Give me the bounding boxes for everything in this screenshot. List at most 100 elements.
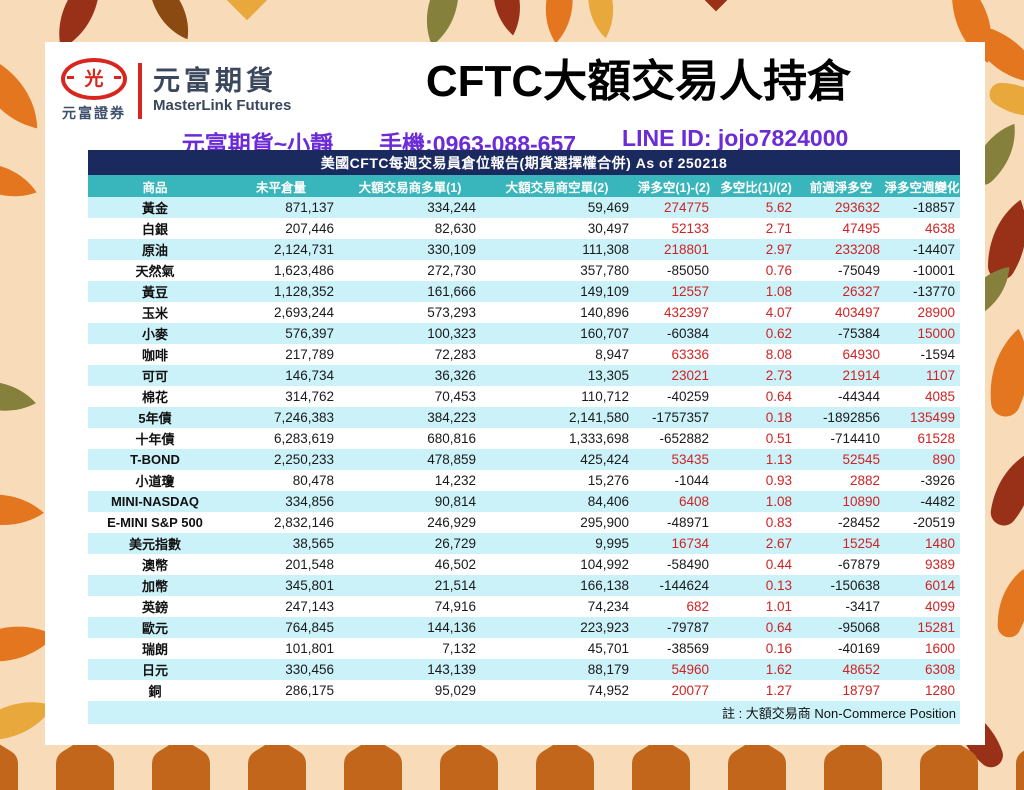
cell-product: 日元 (141, 663, 168, 678)
autumn-leaf-icon (987, 199, 1024, 280)
cell-value: 1480 (924, 536, 956, 551)
cell-value: -28452 (837, 515, 880, 530)
cell-value: 1,333,698 (568, 431, 629, 446)
table-row: 澳幣 201,548 46,502 104,992 -58490 0.44 -67879 93… (88, 554, 961, 575)
cell-value: 2882 (849, 473, 880, 488)
cell-value: 295,900 (580, 515, 629, 530)
cell-value: 15254 (842, 536, 880, 551)
column-header-row: 商品 未平倉量 大額交易商多單(1) 大額交易商空單(2) 淨多空(1)-(2) 多空比(… (88, 175, 961, 197)
arch-shape (920, 740, 978, 790)
cell-value: 15281 (917, 620, 956, 635)
cell-value: 2,250,233 (273, 452, 334, 467)
cell-value: 2.67 (765, 536, 792, 551)
cell-value: 1107 (926, 368, 956, 383)
cell-value: 90,814 (434, 494, 476, 509)
cell-value: 140,896 (580, 305, 629, 320)
brand-name-cn: 元富期貨 (153, 66, 277, 97)
cell-value: 26,729 (434, 536, 476, 551)
cell-value: -75384 (837, 326, 880, 341)
autumn-leaf-icon (0, 162, 37, 197)
cell-value: 28900 (917, 305, 956, 320)
cell-value: 207,446 (285, 221, 334, 236)
cell-value: 52545 (842, 452, 880, 467)
cell-value: 26327 (842, 284, 880, 299)
table-row: 小道瓊 80,478 14,232 15,276 -1044 0.93 2882 -3926 (88, 470, 961, 491)
autumn-leaf-icon (990, 451, 1024, 526)
cell-value: -1044 (674, 473, 709, 488)
cell-value: 48652 (842, 662, 880, 677)
cell-value: 64930 (842, 347, 880, 362)
cell-value: -79787 (666, 620, 709, 635)
cell-value: 6408 (678, 494, 709, 509)
cell-value: 4085 (924, 389, 956, 404)
cell-value: 15,276 (587, 473, 629, 488)
table-row: 棉花 314,762 70,453 110,712 -40259 0.64 -44344 40… (88, 386, 961, 407)
cell-value: -20519 (912, 515, 956, 530)
table-row: 原油 2,124,731 330,109 111,308 218801 2.97 23320… (88, 239, 961, 260)
logo-mark-column: 光 元富證券 (61, 58, 127, 123)
cell-value: 0.16 (765, 641, 792, 656)
cell-value: 247,143 (285, 599, 334, 614)
cell-product: 原油 (141, 243, 168, 258)
cell-value: 8.08 (765, 347, 792, 362)
cell-value: 166,138 (580, 578, 629, 593)
cell-product: 美元指數 (128, 537, 181, 552)
cell-value: 160,707 (580, 326, 629, 341)
cell-value: 217,789 (285, 347, 334, 362)
cell-value: 12557 (671, 284, 709, 299)
autumn-leaf-icon (588, 0, 614, 39)
autumn-leaf-icon (990, 328, 1024, 417)
cell-value: 45,701 (587, 641, 629, 656)
table-row: 歐元 764,845 144,136 223,923 -79787 0.64 -95068 1… (88, 617, 961, 638)
cell-value: 0.62 (765, 326, 792, 341)
cell-product: 十年債 (135, 432, 175, 447)
card-header: 光 元富證券 元富期貨 MasterLink Futures CFTC大額交易人… (45, 42, 985, 123)
cell-value: 14,232 (434, 473, 476, 488)
cell-value: 0.64 (765, 620, 792, 635)
cell-value: 110,712 (581, 389, 629, 404)
autumn-leaf-icon (989, 82, 1024, 117)
cell-value: 286,175 (285, 683, 334, 698)
cell-value: 21914 (842, 368, 880, 383)
table-row: 咖啡 217,789 72,283 8,947 63336 8.08 64930 -1594 (88, 344, 961, 365)
autumn-leaf-icon (0, 61, 38, 129)
cell-product: 白銀 (141, 222, 168, 237)
cell-value: 101,801 (285, 641, 334, 656)
cell-value: 72,283 (434, 347, 476, 362)
cell-value: 384,223 (427, 410, 476, 425)
autumn-leaf-icon (976, 28, 1024, 83)
cell-value: 18797 (842, 683, 880, 698)
cell-value: 2,141,580 (568, 410, 629, 425)
autumn-leaf-icon (0, 381, 36, 411)
cell-value: 2,693,244 (273, 305, 334, 320)
cell-value: 161,666 (427, 284, 476, 299)
cell-value: 246,929 (427, 515, 476, 530)
logo-divider (138, 62, 142, 119)
cell-value: -40259 (666, 389, 709, 404)
cell-value: -18857 (912, 200, 956, 215)
arch-shape (1016, 750, 1024, 790)
cell-value: -1892856 (822, 410, 880, 425)
cell-value: 100,323 (427, 326, 476, 341)
cell-product: 銅 (148, 684, 162, 699)
table-note: 註 : 大額交易商 Non-Commerce Position (88, 701, 961, 724)
table-row: 白銀 207,446 82,630 30,497 52133 2.71 47495 4638 (88, 218, 961, 239)
cell-product: 5年債 (138, 411, 172, 426)
cell-value: -40169 (837, 641, 880, 656)
cell-value: 59,469 (587, 200, 629, 215)
cell-value: 334,244 (427, 200, 476, 215)
cell-value: 9,995 (595, 536, 629, 551)
cell-value: 74,234 (587, 599, 629, 614)
table-row: 可可 146,734 36,326 13,305 23021 2.73 21914 1107 (88, 365, 961, 386)
cell-value: 111,308 (582, 242, 629, 257)
cell-value: -1594 (920, 347, 956, 362)
arch-shape (248, 740, 306, 790)
masterlink-oval-icon: 光 (61, 58, 127, 100)
cell-value: 201,548 (285, 557, 334, 572)
cell-product: 天然氣 (135, 264, 175, 279)
cell-value: 764,845 (285, 620, 334, 635)
cell-value: 61528 (917, 431, 956, 446)
cell-value: 0.76 (765, 263, 792, 278)
cell-value: 9389 (924, 557, 956, 572)
cell-value: 74,916 (434, 599, 476, 614)
